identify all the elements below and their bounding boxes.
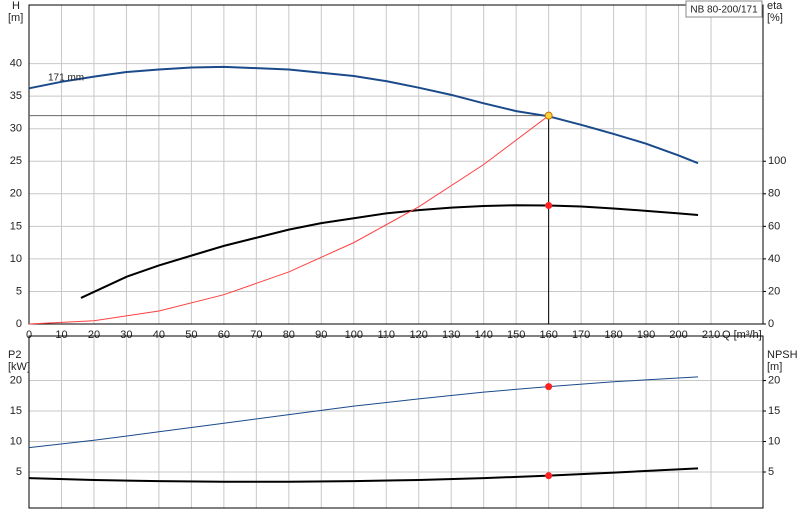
series-line bbox=[28, 467, 699, 483]
y2-tick-label: 40 bbox=[768, 253, 780, 265]
series-line bbox=[28, 376, 699, 449]
x-tick-label: 140 bbox=[475, 329, 493, 341]
series-line bbox=[28, 115, 549, 325]
y-tick-label: 0 bbox=[16, 318, 22, 330]
y2-axis-label: NPSH bbox=[767, 349, 798, 361]
y-tick-label: 10 bbox=[10, 435, 22, 447]
x-tick-label: 170 bbox=[572, 329, 590, 341]
x-tick-label: 40 bbox=[153, 329, 165, 341]
series-line bbox=[80, 204, 699, 299]
x-tick-label: 110 bbox=[377, 329, 395, 341]
x-tick-label: 190 bbox=[637, 329, 655, 341]
x-tick-label: 200 bbox=[669, 329, 687, 341]
y2-axis-unit: [%] bbox=[767, 12, 783, 24]
duty-point bbox=[545, 202, 553, 210]
y-tick-label: 20 bbox=[10, 188, 22, 200]
title-box bbox=[685, 0, 763, 18]
x-tick-label: 100 bbox=[345, 329, 363, 341]
y-tick-label: 5 bbox=[16, 285, 22, 297]
y2-tick-label: 10 bbox=[768, 435, 780, 447]
y-tick-label: 40 bbox=[10, 57, 22, 69]
x-tick-label: 60 bbox=[218, 329, 230, 341]
y2-tick-label: 5 bbox=[768, 466, 774, 478]
series-line bbox=[28, 65, 699, 165]
x-tick-label: 0 bbox=[26, 329, 32, 341]
duty-point bbox=[545, 383, 553, 391]
y-axis-label: H bbox=[12, 0, 20, 12]
duty-point bbox=[545, 472, 553, 480]
y2-tick-label: 80 bbox=[768, 188, 780, 200]
y-tick-label: 15 bbox=[10, 220, 22, 232]
y2-axis-unit: [m] bbox=[767, 361, 782, 373]
x-tick-label: 180 bbox=[604, 329, 622, 341]
x-tick-label: 210 bbox=[702, 329, 720, 341]
x-axis-label: Q [m³/h] bbox=[722, 329, 762, 341]
y2-tick-label: 15 bbox=[768, 405, 780, 417]
y2-tick-label: 20 bbox=[768, 285, 780, 297]
y-axis-unit: [kW] bbox=[8, 361, 30, 373]
y-axis-label: P2 bbox=[8, 349, 21, 361]
y2-tick-label: 20 bbox=[768, 374, 780, 386]
x-tick-label: 160 bbox=[539, 329, 557, 341]
y2-tick-label: 0 bbox=[768, 318, 774, 330]
chart-title: NB 80-200/171 bbox=[690, 5, 758, 16]
x-tick-label: 130 bbox=[442, 329, 460, 341]
y-tick-label: 5 bbox=[16, 466, 22, 478]
y2-tick-label: 60 bbox=[768, 220, 780, 232]
y2-tick-label: 100 bbox=[768, 155, 786, 167]
duty-point bbox=[544, 111, 553, 120]
y-tick-label: 20 bbox=[10, 374, 22, 386]
y-tick-label: 30 bbox=[10, 123, 22, 135]
x-tick-label: 150 bbox=[507, 329, 525, 341]
x-tick-label: 80 bbox=[283, 329, 295, 341]
x-tick-label: 30 bbox=[120, 329, 132, 341]
x-tick-label: 50 bbox=[185, 329, 197, 341]
x-tick-label: 70 bbox=[250, 329, 262, 341]
x-tick-label: 120 bbox=[410, 329, 428, 341]
y-tick-label: 15 bbox=[10, 405, 22, 417]
x-tick-label: 10 bbox=[55, 329, 67, 341]
x-tick-label: 90 bbox=[315, 329, 327, 341]
y-tick-label: 35 bbox=[10, 90, 22, 102]
y2-axis-label: eta bbox=[767, 0, 783, 12]
y-tick-label: 10 bbox=[10, 253, 22, 265]
series-label: 171 mm bbox=[48, 72, 84, 83]
y-tick-label: 25 bbox=[10, 155, 22, 167]
y-axis-unit: [m] bbox=[8, 12, 23, 24]
plot-frame bbox=[28, 335, 764, 509]
x-tick-label: 20 bbox=[88, 329, 100, 341]
plot-frame bbox=[28, 4, 764, 325]
